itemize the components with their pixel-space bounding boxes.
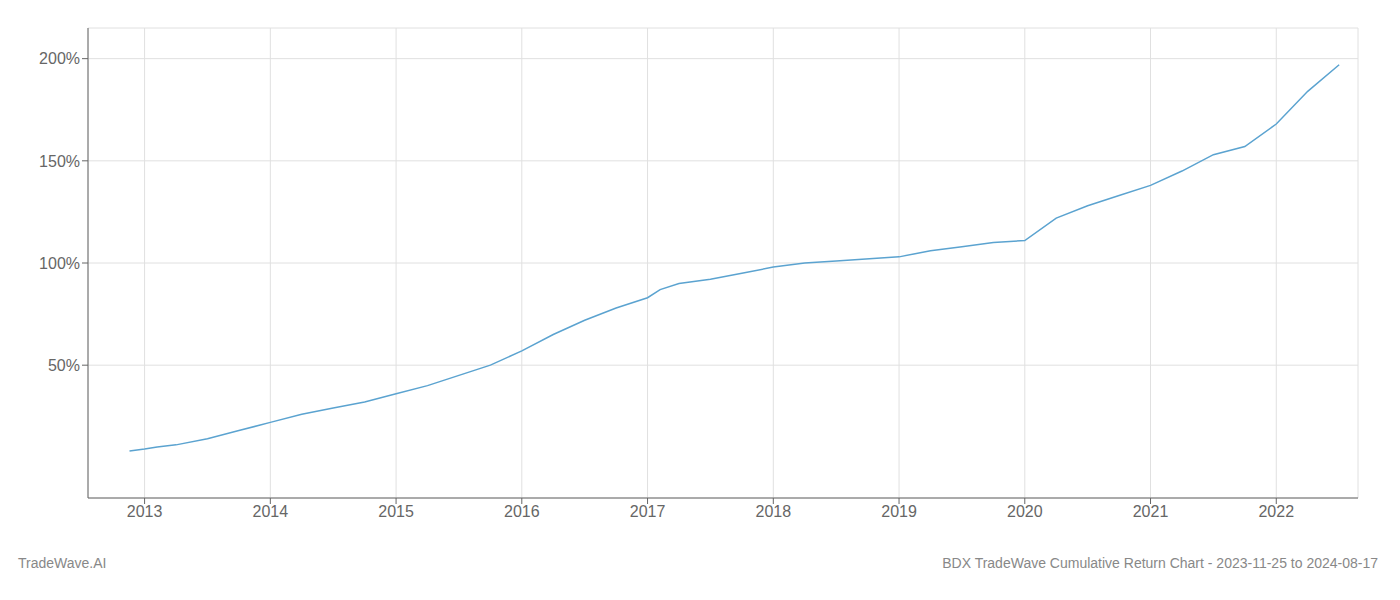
- svg-text:2019: 2019: [881, 503, 917, 520]
- svg-text:2017: 2017: [630, 503, 666, 520]
- svg-text:2022: 2022: [1258, 503, 1294, 520]
- svg-text:2021: 2021: [1133, 503, 1169, 520]
- svg-text:2020: 2020: [1007, 503, 1043, 520]
- svg-text:100%: 100%: [39, 255, 80, 272]
- svg-text:2013: 2013: [127, 503, 163, 520]
- svg-text:2016: 2016: [504, 503, 540, 520]
- svg-text:2018: 2018: [756, 503, 792, 520]
- svg-text:2015: 2015: [378, 503, 414, 520]
- svg-text:50%: 50%: [48, 357, 80, 374]
- svg-text:200%: 200%: [39, 50, 80, 67]
- svg-text:150%: 150%: [39, 153, 80, 170]
- html-text:BDX TradeWave Cumulative Retur: BDX TradeWave Cumulative Return Chart - …: [942, 555, 1378, 571]
- svg-text:2014: 2014: [253, 503, 289, 520]
- html-text:TradeWave.AI: TradeWave.AI: [18, 555, 107, 571]
